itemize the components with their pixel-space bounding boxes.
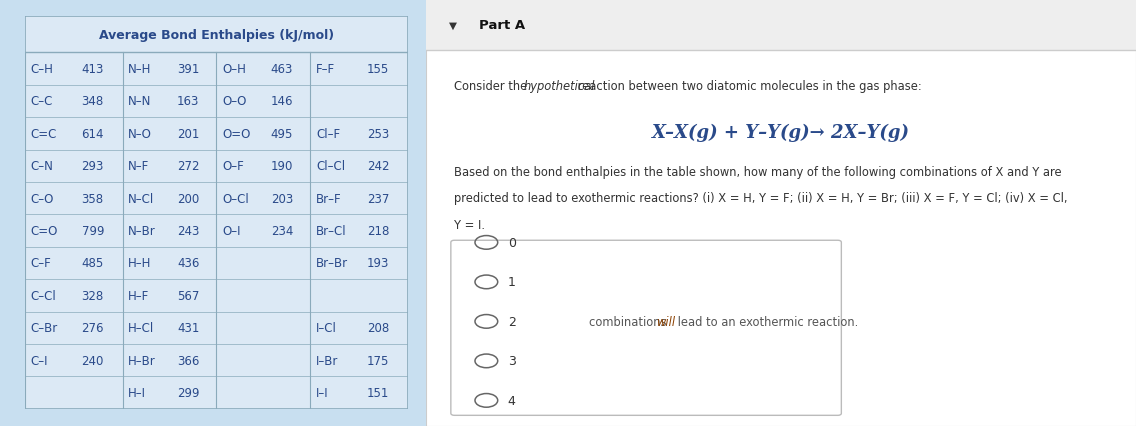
Text: 567: 567 [177,289,200,302]
FancyBboxPatch shape [0,0,426,426]
Text: 3: 3 [508,354,516,368]
Text: N–O: N–O [128,127,152,141]
Text: 203: 203 [270,192,293,205]
Text: 242: 242 [367,160,390,173]
Text: 175: 175 [367,354,390,367]
Text: C–O: C–O [31,192,55,205]
FancyBboxPatch shape [25,17,408,409]
Text: predicted to lead to exothermic reactions? (i) X = H, Y = F; (ii) X = H, Y = Br;: predicted to lead to exothermic reaction… [454,192,1068,204]
Text: H–F: H–F [128,289,150,302]
Text: C–N: C–N [31,160,53,173]
Text: hypothetical: hypothetical [524,80,595,92]
Text: Based on the bond enthalpies in the table shown, how many of the following combi: Based on the bond enthalpies in the tabl… [454,165,1062,178]
Text: 1: 1 [508,276,516,289]
Text: 276: 276 [82,322,105,334]
Text: O–Cl: O–Cl [222,192,249,205]
Text: 218: 218 [367,225,390,238]
Text: H–Cl: H–Cl [128,322,154,334]
Text: 2: 2 [508,315,516,328]
Text: 200: 200 [177,192,199,205]
Text: reaction between two diatomic molecules in the gas phase:: reaction between two diatomic molecules … [575,80,922,92]
Text: 234: 234 [270,225,293,238]
FancyBboxPatch shape [426,0,1136,51]
FancyBboxPatch shape [451,241,842,415]
Text: 190: 190 [270,160,293,173]
Text: 299: 299 [177,386,200,399]
Text: N–Br: N–Br [128,225,156,238]
Text: 614: 614 [82,127,105,141]
Text: O–F: O–F [222,160,244,173]
Text: 243: 243 [177,225,200,238]
Text: C–I: C–I [31,354,49,367]
Text: 293: 293 [82,160,105,173]
Text: 237: 237 [367,192,390,205]
Text: O=O: O=O [222,127,250,141]
Text: 201: 201 [177,127,200,141]
Text: O–I: O–I [222,225,241,238]
Text: 151: 151 [367,386,390,399]
Text: H–I: H–I [128,386,147,399]
Text: 348: 348 [82,95,103,108]
Text: C=O: C=O [31,225,58,238]
Text: C–H: C–H [31,63,53,76]
Text: I–I: I–I [316,386,328,399]
Text: X–X(g) + Y–Y(g)→ 2X–Y(g): X–X(g) + Y–Y(g)→ 2X–Y(g) [652,124,910,142]
Text: 485: 485 [82,257,103,270]
Text: N–N: N–N [128,95,151,108]
Text: N–H: N–H [128,63,151,76]
Text: 272: 272 [177,160,200,173]
Text: 328: 328 [82,289,103,302]
Text: O–H: O–H [222,63,245,76]
Text: ▼: ▼ [449,20,457,31]
Text: Consider the: Consider the [454,80,532,92]
Text: 0: 0 [508,236,516,249]
Text: 146: 146 [270,95,293,108]
Text: I–Br: I–Br [316,354,339,367]
Text: Cl–F: Cl–F [316,127,340,141]
Text: C–F: C–F [31,257,51,270]
Text: 358: 358 [82,192,103,205]
Text: 799: 799 [82,225,105,238]
Text: 163: 163 [177,95,200,108]
Text: 413: 413 [82,63,105,76]
Text: 391: 391 [177,63,200,76]
Text: 240: 240 [82,354,105,367]
Text: H–Br: H–Br [128,354,156,367]
Text: O–O: O–O [222,95,247,108]
Text: F–F: F–F [316,63,335,76]
Text: 463: 463 [270,63,293,76]
Text: 193: 193 [367,257,390,270]
Text: 495: 495 [270,127,293,141]
Text: 431: 431 [177,322,200,334]
Text: will: will [657,315,675,328]
Text: H–H: H–H [128,257,151,270]
Text: Cl–Cl: Cl–Cl [316,160,345,173]
Text: C–C: C–C [31,95,53,108]
Text: combinations: combinations [590,315,670,328]
Text: 436: 436 [177,257,200,270]
Text: C–Br: C–Br [31,322,58,334]
Text: 253: 253 [367,127,389,141]
Text: Br–F: Br–F [316,192,342,205]
Text: N–Cl: N–Cl [128,192,154,205]
Text: I–Cl: I–Cl [316,322,337,334]
Text: N–F: N–F [128,160,150,173]
Text: Part A: Part A [479,19,525,32]
Text: 155: 155 [367,63,389,76]
Text: C=C: C=C [31,127,57,141]
Text: 208: 208 [367,322,389,334]
Text: 366: 366 [177,354,200,367]
Text: 4: 4 [508,394,516,407]
Text: C–Cl: C–Cl [31,289,57,302]
Text: Average Bond Enthalpies (kJ/mol): Average Bond Enthalpies (kJ/mol) [99,29,334,42]
Text: Br–Br: Br–Br [316,257,349,270]
Text: Br–Cl: Br–Cl [316,225,346,238]
FancyBboxPatch shape [426,0,1136,426]
Text: Y = I.: Y = I. [454,218,485,231]
Text: lead to an exothermic reaction.: lead to an exothermic reaction. [674,315,858,328]
